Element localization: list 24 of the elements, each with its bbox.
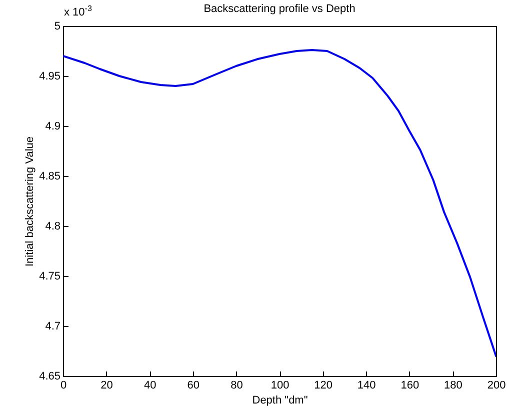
x-tick-label: 100 bbox=[270, 380, 290, 392]
chart-title: Backscattering profile vs Depth bbox=[204, 3, 356, 15]
x-tick-label: 140 bbox=[357, 380, 376, 392]
x-tick-label: 80 bbox=[230, 380, 243, 392]
text: x 10$^{-3}$ bbox=[64, 4, 92, 19]
x-tick-label: 20 bbox=[100, 380, 113, 392]
x-tick-label: 40 bbox=[144, 380, 156, 392]
x-tick-label: 160 bbox=[400, 380, 420, 392]
x-tick-label: 120 bbox=[314, 380, 332, 392]
line-series bbox=[63, 49, 496, 357]
y-tick-label: 4.9 bbox=[45, 120, 60, 132]
y-tick-label: 4.85 bbox=[39, 170, 60, 182]
x-tick-label: 60 bbox=[187, 380, 200, 392]
x-axis-title: Depth "dm" bbox=[252, 394, 308, 406]
y-tick-label: 4.95 bbox=[39, 70, 60, 82]
x-tick-label: 180 bbox=[444, 380, 462, 392]
y-tick-label: 4.8 bbox=[45, 220, 60, 232]
x-tick-label: 0 bbox=[60, 380, 67, 392]
y-tick-label: 4.65 bbox=[39, 370, 60, 382]
y-tick-label: 4.75 bbox=[39, 270, 60, 282]
y-axis-title: Initial backscattering Value bbox=[24, 136, 36, 267]
x-tick-label: 200 bbox=[487, 380, 506, 392]
y-tick-label: 5 bbox=[54, 20, 60, 32]
y-tick-label: 4.7 bbox=[45, 320, 60, 332]
